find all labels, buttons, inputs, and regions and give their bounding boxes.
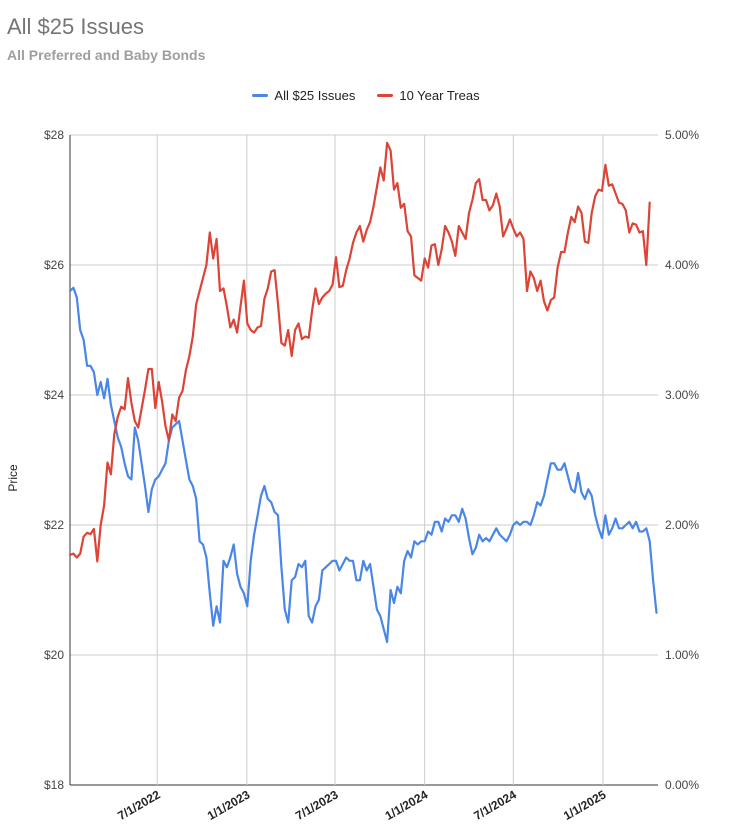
y-tick-label: $18 <box>44 778 64 792</box>
x-tick-label: 1/1/2025 <box>561 787 609 823</box>
y2-tick-label: 3.00% <box>665 388 699 402</box>
legend-item-10-year-treas[interactable]: 10 Year Treas <box>377 88 480 103</box>
y-tick-label: $26 <box>44 258 64 272</box>
y-tick-label: $22 <box>44 518 64 532</box>
x-tick-label: 1/1/2024 <box>383 787 431 823</box>
chart-subtitle: All Preferred and Baby Bonds <box>7 47 206 63</box>
x-tick-label: 7/1/2024 <box>471 787 519 823</box>
legend-item-all-25-issues[interactable]: All $25 Issues <box>252 88 355 103</box>
legend-swatch-blue <box>252 94 269 97</box>
legend-label: All $25 Issues <box>274 88 356 103</box>
y2-tick-label: 5.00% <box>665 128 699 142</box>
chart-legend: All $25 Issues 10 Year Treas <box>0 88 732 103</box>
x-tick-label: 7/1/2022 <box>115 787 163 823</box>
y2-tick-label: 1.00% <box>665 648 699 662</box>
y-tick-label: $24 <box>44 388 64 402</box>
y2-tick-label: 0.00% <box>665 778 699 792</box>
legend-swatch-red <box>377 94 394 97</box>
series-line-10-year-treas <box>68 141 651 563</box>
y-tick-label: $20 <box>44 648 64 662</box>
x-tick-label: 1/1/2023 <box>205 787 253 823</box>
x-tick-label: 7/1/2023 <box>293 787 341 823</box>
series-line-all-25-issues <box>68 286 658 644</box>
y-axis-title: Price <box>6 464 20 492</box>
legend-label: 10 Year Treas <box>399 88 480 103</box>
chart-title: All $25 Issues <box>7 14 144 39</box>
y2-tick-label: 2.00% <box>665 518 699 532</box>
y2-tick-label: 4.00% <box>665 258 699 272</box>
y-tick-label: $28 <box>44 128 64 142</box>
